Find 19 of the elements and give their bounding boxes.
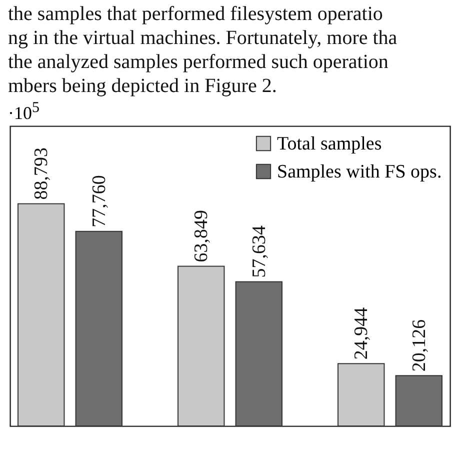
- bar: [75, 230, 122, 426]
- text: the analyzed samples performed such operation: [8, 50, 390, 74]
- bar: [178, 266, 225, 426]
- legend-label: Total samples: [277, 134, 382, 154]
- text: ·10$^{5}$: [8, 100, 40, 124]
- data-label: 63,849: [191, 210, 212, 262]
- data-label: 57,634: [248, 225, 270, 278]
- text: the samples that performed filesystem operatio: [8, 2, 384, 26]
- data-label: 20,126: [408, 319, 430, 372]
- bar: [338, 363, 385, 426]
- legend-label: Samples with FS ops.: [277, 162, 442, 182]
- data-label: 77,760: [88, 175, 110, 228]
- bar: [395, 375, 442, 426]
- data-label: 24,944: [351, 306, 372, 360]
- bar: [18, 203, 65, 426]
- bar: [235, 281, 282, 426]
- data-label: 88,793: [31, 148, 52, 200]
- text: mbers being depicted in Figure 2.: [8, 74, 278, 98]
- text: ng in the virtual machines. Fortunately, more tha: [8, 26, 398, 50]
